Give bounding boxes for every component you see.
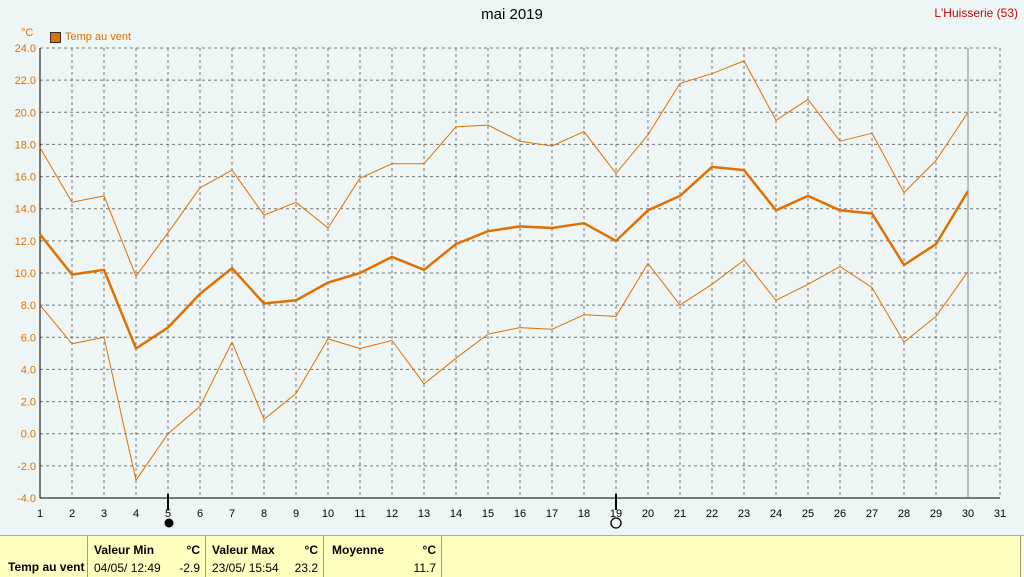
series-line-max	[39, 60, 969, 277]
x-tick-label: 2	[69, 508, 75, 520]
y-tick-label: -4.0	[17, 493, 36, 505]
y-tick-label: 10.0	[15, 268, 36, 280]
x-tick-label: 25	[802, 508, 814, 520]
stats-empty-cell	[441, 536, 1021, 577]
x-tick-label: 8	[261, 508, 267, 520]
y-tick-label: 8.0	[21, 300, 36, 312]
x-tick-label: 16	[514, 508, 526, 520]
y-tick-label: 14.0	[15, 204, 36, 216]
stats-max-value: 23.2	[294, 561, 318, 575]
x-tick-label: 3	[101, 508, 107, 520]
y-tick-label: 18.0	[15, 139, 36, 151]
stats-max-date: 23/05/ 15:54	[212, 561, 279, 575]
x-tick-label: 1	[37, 508, 43, 520]
new-moon-icon	[164, 518, 174, 528]
y-axis-unit: °C	[21, 27, 34, 39]
x-tick-label: 6	[197, 508, 203, 520]
stats-min-cell: Valeur Min °C 04/05/ 12:49 -2.9	[87, 536, 206, 577]
legend: Temp au vent	[50, 31, 131, 43]
stats-avg-label: Moyenne	[332, 543, 385, 557]
series-line-min	[39, 259, 969, 481]
x-tick-label: 11	[354, 508, 365, 520]
x-tick-label: 26	[834, 508, 846, 520]
stats-avg-value: 11.7	[413, 561, 436, 575]
x-tick-label: 4	[133, 508, 139, 520]
x-tick-label: 12	[386, 508, 398, 520]
legend-label: Temp au vent	[65, 31, 132, 43]
stats-row-label: Temp au vent	[8, 560, 85, 574]
x-tick-label: 28	[898, 508, 910, 520]
stats-max-label: Valeur Max	[212, 543, 275, 557]
stats-min-date: 04/05/ 12:49	[94, 561, 161, 575]
y-tick-label: 12.0	[15, 236, 36, 248]
x-tick-label: 14	[450, 508, 462, 520]
stats-min-value: -2.9	[179, 561, 200, 575]
y-tick-label: 6.0	[21, 332, 36, 344]
x-tick-label: 10	[322, 508, 334, 520]
stats-avg-unit: °C	[422, 543, 436, 557]
stats-min-label: Valeur Min	[94, 543, 155, 557]
x-tick-label: 29	[930, 508, 942, 520]
x-tick-label: 5	[165, 508, 171, 520]
y-tick-label: 22.0	[15, 75, 36, 87]
x-tick-label: 18	[578, 508, 590, 520]
y-tick-label: 24.0	[15, 43, 36, 55]
y-tick-label: 4.0	[21, 364, 36, 376]
chart-title: mai 2019	[481, 6, 543, 23]
x-tick-label: 31	[994, 508, 1006, 520]
x-tick-label: 7	[229, 508, 235, 520]
x-tick-label: 24	[770, 508, 782, 520]
x-tick-label: 30	[962, 508, 974, 520]
x-tick-label: 20	[642, 508, 654, 520]
stats-avg-cell: Moyenne °C 11.7	[323, 536, 442, 577]
x-tick-label: 9	[293, 508, 299, 520]
station-name: L'Huisserie (53)	[934, 6, 1018, 20]
y-tick-label: 2.0	[21, 397, 36, 409]
stats-min-unit: °C	[186, 543, 200, 557]
temperature-chart: -4.0 -2.0 0.0 2.0 4.0 6.0 8.0 10.0 12.0 14.0 16.0 1…	[15, 43, 1006, 529]
x-tick-label: 27	[866, 508, 878, 520]
y-tick-label: 20.0	[15, 107, 36, 119]
legend-swatch	[50, 31, 61, 43]
y-tick-label: -2.0	[17, 461, 36, 473]
stats-max-cell: Valeur Max °C 23/05/ 15:54 23.2	[205, 536, 324, 577]
y-tick-label: 16.0	[15, 172, 36, 184]
y-tick-label: 0.0	[21, 429, 36, 441]
x-tick-label: 17	[546, 508, 558, 520]
x-tick-label: 19	[610, 508, 622, 520]
stats-max-unit: °C	[304, 543, 318, 557]
x-tick-label: 23	[738, 508, 750, 520]
full-moon-icon	[610, 517, 622, 529]
x-tick-label: 22	[706, 508, 718, 520]
x-tick-label: 21	[674, 508, 686, 520]
stats-table: Temp au vent Valeur Min °C 04/05/ 12:49 …	[0, 535, 1024, 577]
x-tick-label: 13	[418, 508, 430, 520]
series-line-mean	[39, 165, 970, 350]
x-tick-label: 15	[482, 508, 494, 520]
